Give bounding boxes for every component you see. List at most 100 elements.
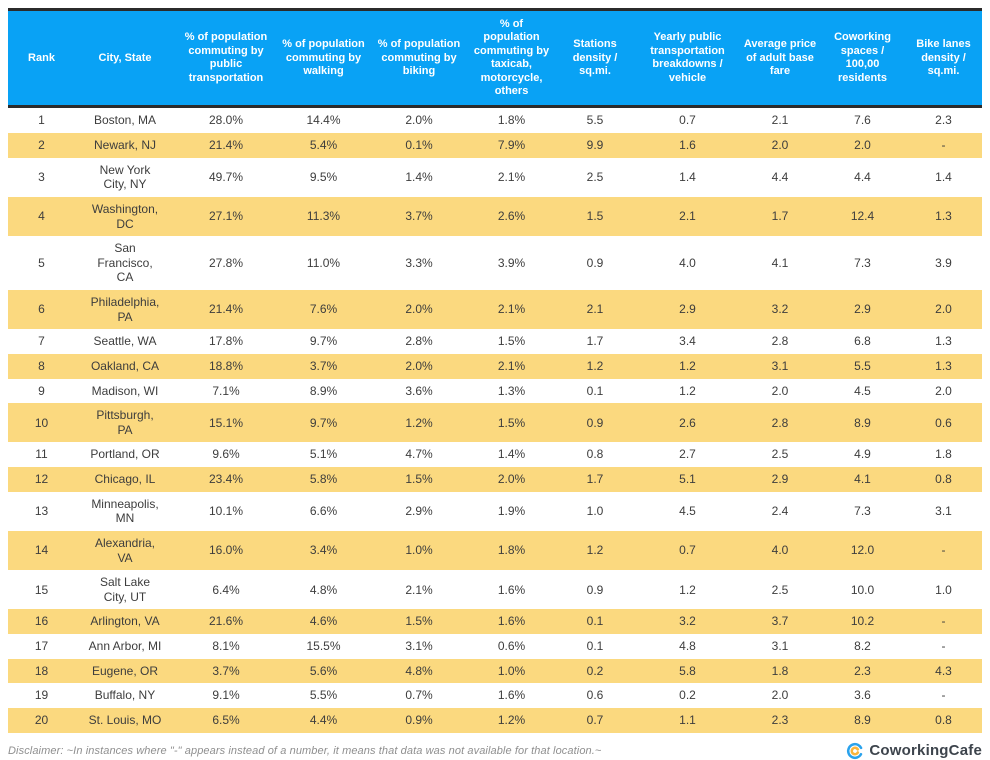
table-row: 18 Eugene, OR 3.7% 5.6% 4.8% 1.0% 0.2 5.8 1.8 2.3…: [8, 658, 982, 684]
value-cell: 2.0%: [468, 467, 555, 492]
city-cell: Alexandria, VA: [75, 530, 175, 571]
value-cell: 17.8%: [208, 334, 244, 349]
value-cell: 8.9%: [309, 383, 338, 398]
table-row: 9 Madison, WI 7.1% 8.9% 3.6% 1.3% 0.1 1.2 2.0 4.5…: [8, 379, 982, 404]
column-header-0: Rank: [8, 9, 75, 109]
value-cell: -: [941, 688, 946, 703]
value-cell: 0.7: [555, 707, 635, 733]
value-cell: 1.5%: [370, 609, 468, 635]
value-cell: 1.5: [555, 196, 635, 237]
value-cell: 2.1: [771, 113, 789, 128]
value-cell: 5.6%: [277, 658, 370, 684]
value-cell: 0.9%: [370, 707, 468, 733]
value-cell: 6.5%: [175, 707, 277, 733]
value-cell: 9.7%: [277, 403, 370, 443]
value-cell: 2.9: [820, 290, 905, 330]
value-cell: 0.1: [586, 383, 604, 398]
value-cell: 49.7%: [208, 170, 244, 184]
value-cell: 3.7%: [370, 196, 468, 237]
value-cell: 10.2: [820, 609, 905, 635]
value-cell: -: [905, 609, 982, 635]
value-cell: 0.9: [586, 582, 604, 597]
value-cell: 0.1: [586, 639, 604, 654]
city-transportation-table: Rank City, State% of population commuting…: [8, 8, 982, 733]
rank-cell: 7: [38, 334, 45, 349]
value-cell: 1.6%: [497, 582, 526, 597]
value-cell: 8.9: [820, 403, 905, 443]
value-cell: 5.8: [635, 658, 740, 684]
column-header-2: % of population commuting by public tran…: [175, 9, 277, 109]
city-cell: San Francisco, CA: [97, 241, 153, 285]
value-cell: 15.5%: [306, 639, 341, 654]
disclaimer-text: Disclaimer: ~In instances where "-" appe…: [8, 744, 602, 757]
rank-cell: 13: [34, 504, 49, 518]
value-cell: 21.6%: [175, 609, 277, 635]
coworkingcafe-logo[interactable]: CoworkingCafe: [846, 742, 982, 760]
table-row: 15 Salt Lake City, UT 6.4% 4.8% 2.1% 1.6% 0.9 1…: [8, 570, 982, 609]
value-cell: 2.8: [740, 403, 820, 443]
value-cell: 11.0%: [306, 255, 341, 270]
table-row: 8 Oakland, CA 18.8% 3.7% 2.0% 2.1% 1.2 1.2 3.1 5.…: [8, 353, 982, 379]
city-cell: Portland, OR: [90, 447, 160, 462]
rank-cell: 14: [8, 530, 75, 571]
value-cell: 0.8: [905, 707, 982, 733]
value-cell: 1.0: [586, 504, 604, 518]
value-cell: 2.0: [820, 133, 905, 158]
value-cell: 6.6%: [309, 504, 338, 518]
value-cell: 0.6%: [497, 639, 526, 654]
value-cell: -: [941, 639, 946, 654]
city-cell: Washington, DC: [75, 196, 175, 237]
value-cell: 2.7: [679, 447, 696, 462]
value-cell: 1.4: [679, 170, 696, 184]
value-cell: 3.7: [740, 609, 820, 635]
table-row: 3 New York City, NY 49.7% 9.5% 1.4% 2.1% 2.5 1.…: [8, 158, 982, 197]
value-cell: 0.9: [586, 255, 604, 270]
rank-cell: 11: [35, 447, 48, 462]
value-cell: 7.3: [854, 504, 871, 518]
city-cell: Minneapolis, MN: [91, 496, 159, 526]
column-header-7: Yearly public transportation breakdowns …: [635, 9, 740, 109]
value-cell: 2.0: [935, 383, 952, 398]
city-cell: Buffalo, NY: [94, 688, 156, 703]
value-cell: 1.1: [635, 707, 740, 733]
value-cell: 4.4%: [277, 707, 370, 733]
coworkingcafe-icon: [846, 742, 864, 760]
city-cell: Eugene, OR: [75, 658, 175, 684]
value-cell: 3.2: [740, 290, 820, 330]
value-cell: 18.8%: [175, 353, 277, 379]
value-cell: 2.8%: [405, 334, 433, 349]
value-cell: 5.5: [820, 353, 905, 379]
value-cell: 21.4%: [175, 290, 277, 330]
value-cell: 1.2: [679, 383, 696, 398]
value-cell: 2.1%: [405, 582, 433, 597]
value-cell: 6.8: [854, 334, 871, 349]
table-row: 5 San Francisco, CA 27.8% 11.0% 3.3% 3.9% 0.9 4…: [8, 236, 982, 290]
rank-cell: 18: [8, 658, 75, 684]
value-cell: 1.4%: [405, 170, 433, 184]
city-cell: Chicago, IL: [75, 467, 175, 492]
value-cell: 1.4%: [497, 447, 526, 462]
value-cell: 16.0%: [175, 530, 277, 571]
value-cell: 0.1%: [370, 133, 468, 158]
header-row: Rank City, State% of population commuting…: [8, 9, 982, 109]
value-cell: 7.9%: [468, 133, 555, 158]
value-cell: 1.5%: [370, 467, 468, 492]
value-cell: 4.8%: [370, 658, 468, 684]
value-cell: 1.5%: [468, 403, 555, 443]
city-cell: Pittsburgh, PA: [75, 403, 175, 443]
value-cell: 3.6: [854, 688, 871, 703]
value-cell: 2.5: [771, 582, 789, 597]
value-cell: 2.1: [555, 290, 635, 330]
rank-cell: 5: [38, 255, 45, 270]
city-cell: Newark, NJ: [75, 133, 175, 158]
value-cell: 10.0: [850, 582, 875, 597]
footer: Disclaimer: ~In instances where "-" appe…: [8, 742, 982, 760]
value-cell: 23.4%: [175, 467, 277, 492]
column-header-8: Average price of adult base fare: [740, 9, 820, 109]
value-cell: 1.6: [635, 133, 740, 158]
table-row: 10 Pittsburgh, PA 15.1% 9.7% 1.2% 1.5% 0.9 2.6 2…: [8, 403, 982, 443]
value-cell: 9.9: [555, 133, 635, 158]
value-cell: 1.3: [905, 353, 982, 379]
table-row: 4 Washington, DC 27.1% 11.3% 3.7% 2.6% 1.5 2.1 1…: [8, 196, 982, 237]
value-cell: 3.3%: [405, 255, 433, 270]
